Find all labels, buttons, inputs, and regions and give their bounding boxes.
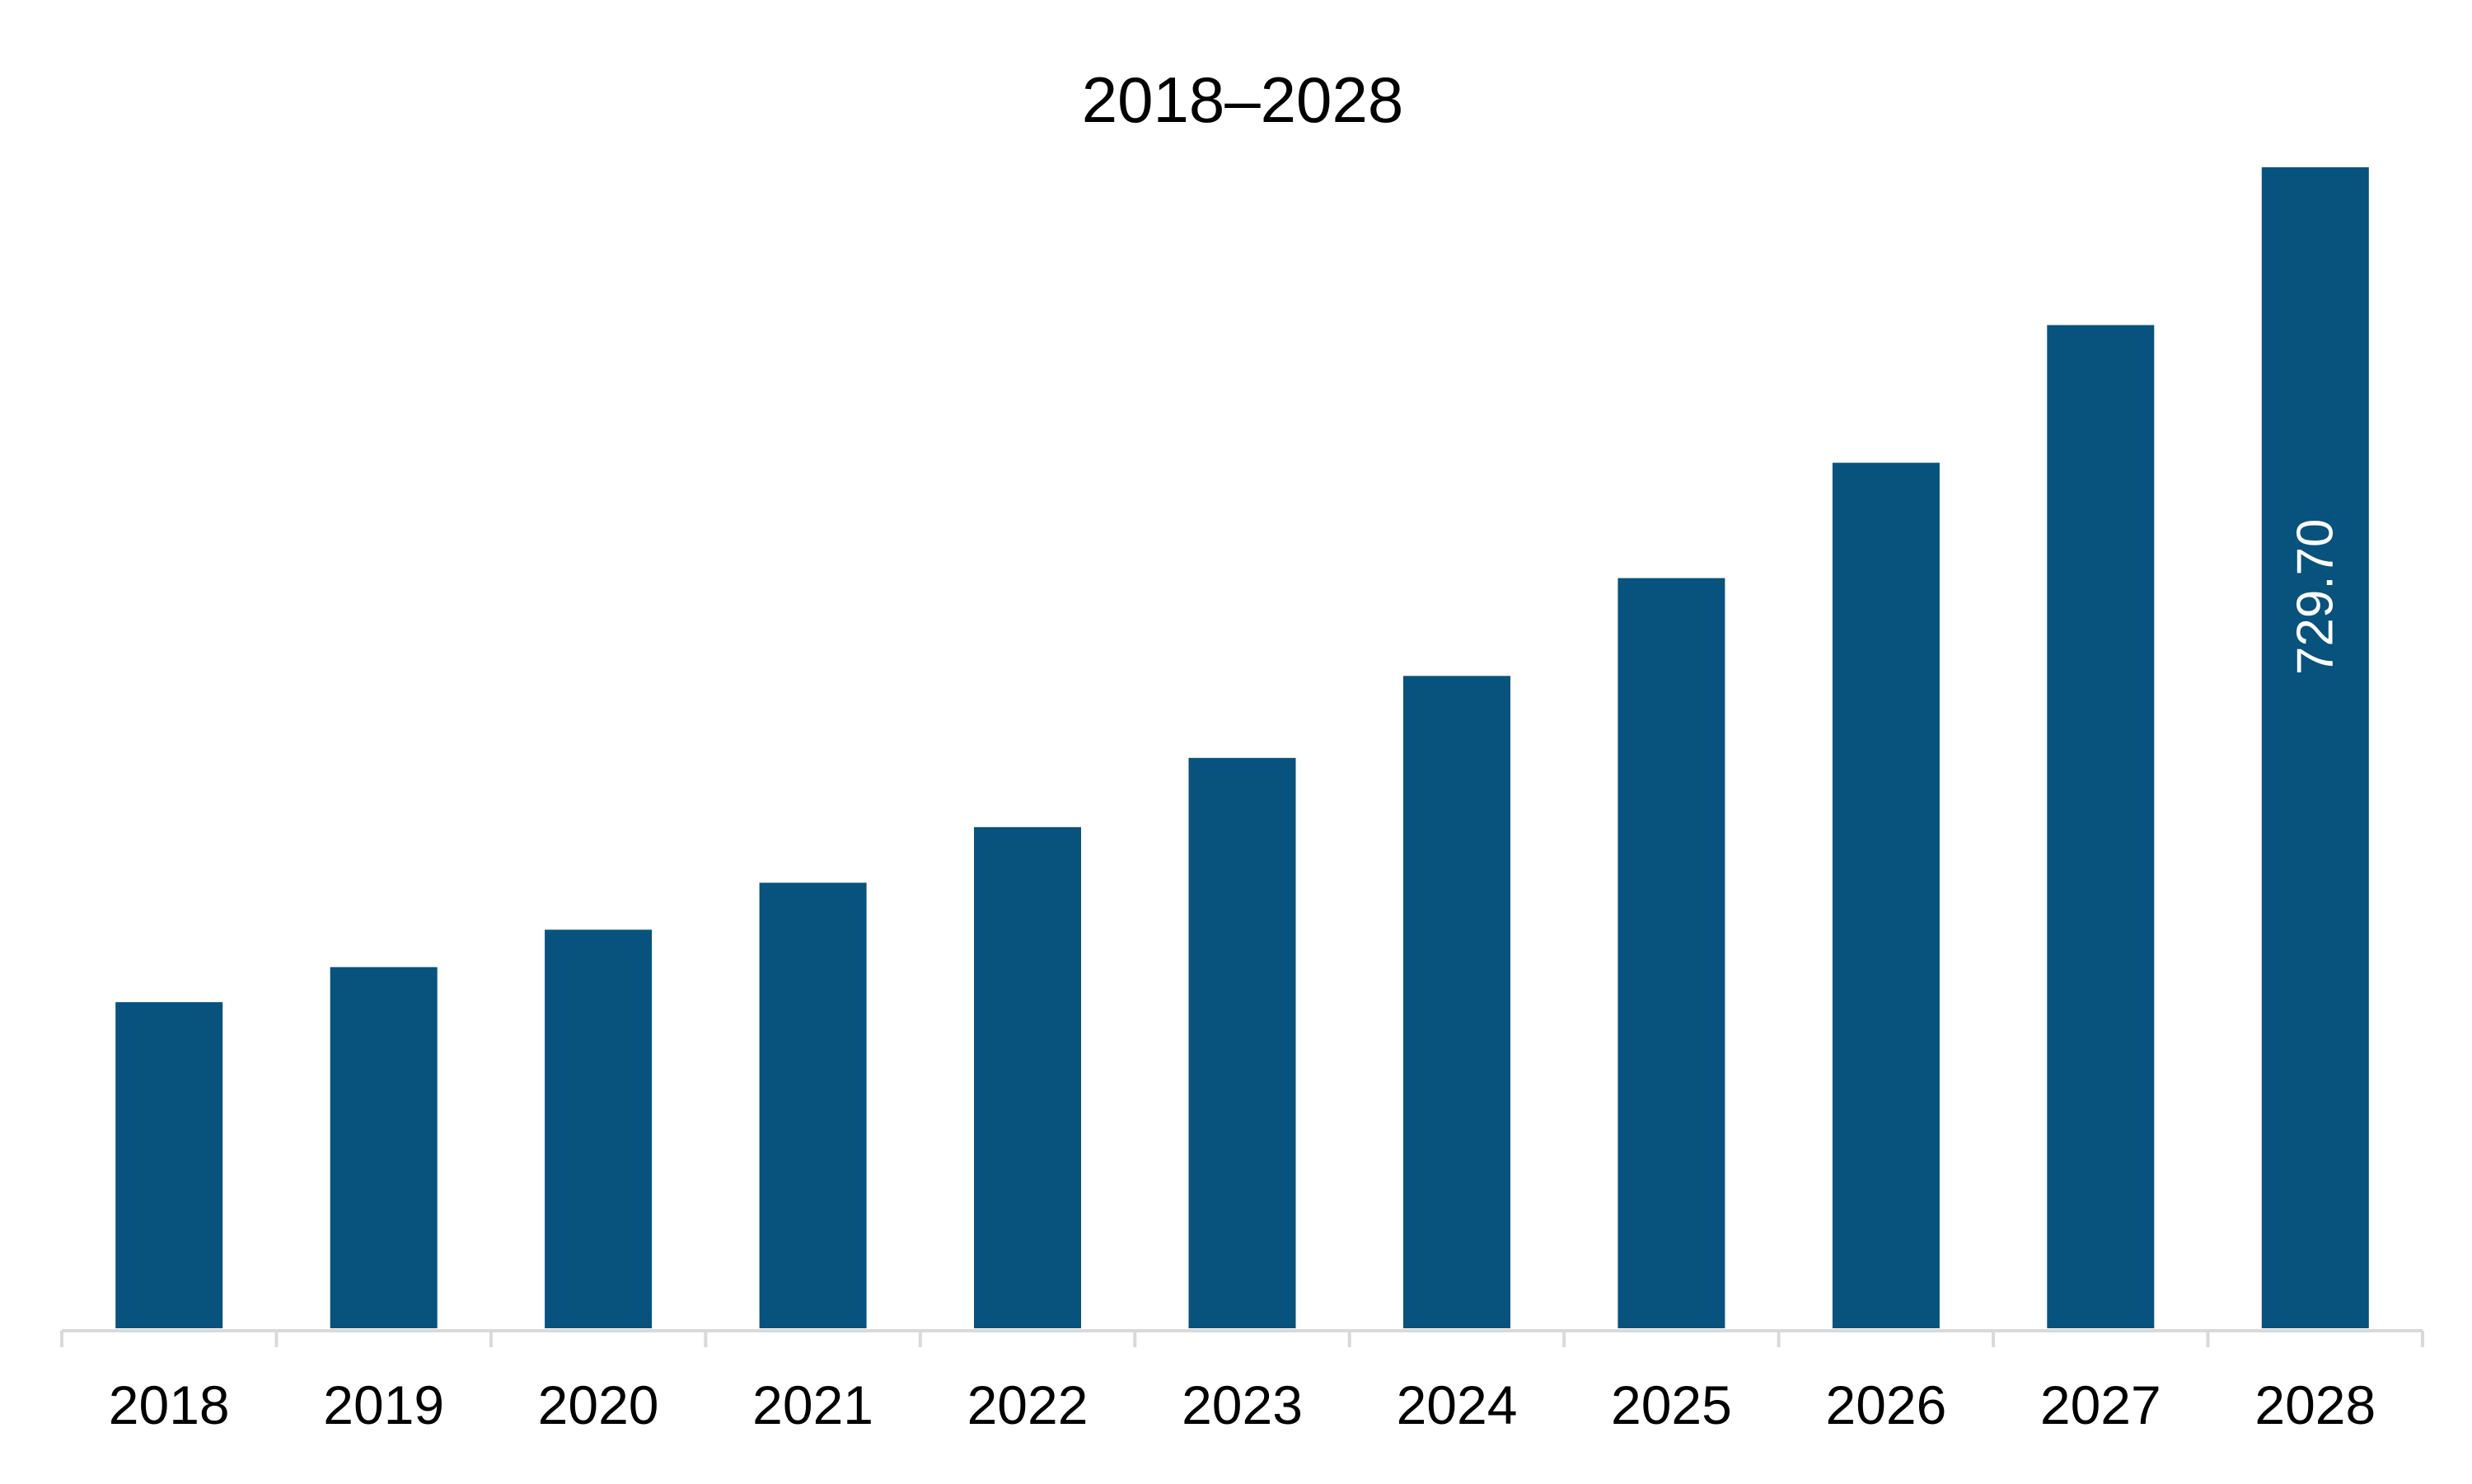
x-tick-label-2026: 2026 [1825, 1374, 1946, 1435]
bar-2027 [2047, 325, 2155, 1328]
x-tick-label-2019: 2019 [323, 1374, 444, 1435]
bar-2018 [115, 1002, 223, 1328]
bars-layer [115, 167, 2369, 1328]
x-axis [60, 1329, 2424, 1347]
x-tick-label-2018: 2018 [109, 1374, 230, 1435]
bar-2021 [759, 882, 867, 1328]
x-tick-label-2024: 2024 [1397, 1374, 1518, 1435]
x-tick-label-2022: 2022 [967, 1374, 1089, 1435]
x-tick-label-2025: 2025 [1611, 1374, 1732, 1435]
bar-2022 [974, 826, 1081, 1328]
bar-2023 [1188, 757, 1296, 1328]
bar-2020 [545, 929, 653, 1328]
x-tick-label-2020: 2020 [538, 1374, 659, 1435]
labels-layer: 2018 2019 2020 2021 2022 2023 2024 2025 2026 2027… [109, 518, 2376, 1435]
x-tick-label-2023: 2023 [1182, 1374, 1303, 1435]
bar-2026 [1832, 462, 1940, 1328]
chart-title: 2018–2028 [1082, 63, 1403, 136]
x-tick-label-2021: 2021 [752, 1374, 873, 1435]
bar-2019 [330, 967, 438, 1328]
data-label-2028: 729.70 [2287, 518, 2343, 675]
bar-2024 [1403, 676, 1510, 1328]
x-tick-label-2027: 2027 [2040, 1374, 2161, 1435]
bar-2025 [1618, 578, 1725, 1328]
bar-2028 [2261, 167, 2369, 1328]
x-tick-label-2028: 2028 [2254, 1374, 2376, 1435]
